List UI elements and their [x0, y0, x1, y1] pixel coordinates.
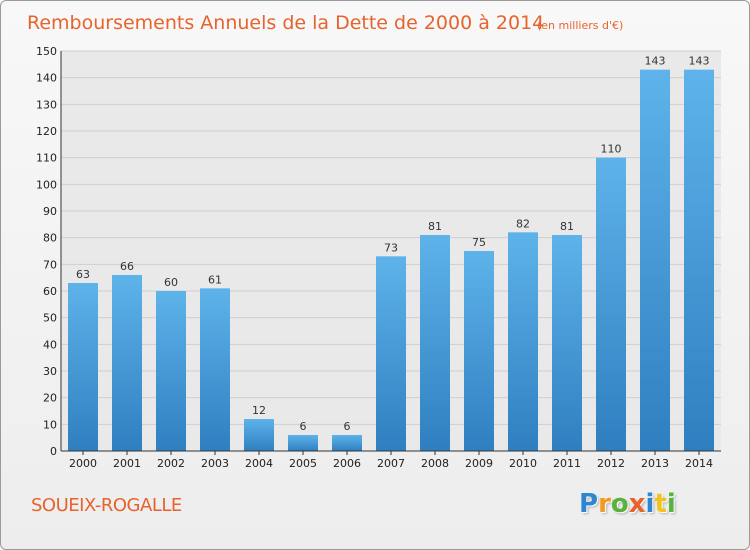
chart-subtitle: (en milliers d'€) [537, 19, 623, 32]
x-tick-label: 2010 [509, 457, 537, 470]
bar-value-label: 143 [645, 55, 666, 68]
y-tick-label: 100 [36, 178, 57, 191]
y-tick-label: 50 [43, 312, 57, 325]
bar-value-label: 82 [516, 217, 530, 230]
x-tick-label: 2002 [157, 457, 185, 470]
y-tick-label: 0 [50, 445, 57, 458]
x-tick-label: 2011 [553, 457, 581, 470]
x-tick-label: 2004 [245, 457, 273, 470]
bar [200, 288, 230, 451]
y-tick-label: 10 [43, 418, 57, 431]
x-tick-label: 2001 [113, 457, 141, 470]
x-tick-label: 2007 [377, 457, 405, 470]
bar-value-label: 63 [76, 268, 90, 281]
x-tick-label: 2006 [333, 457, 361, 470]
logo-letter: r [598, 489, 611, 519]
bar-value-label: 143 [689, 55, 710, 68]
y-tick-label: 40 [43, 338, 57, 351]
bar-value-label: 81 [560, 220, 574, 233]
logo-letter: t [654, 489, 667, 519]
bar [332, 435, 362, 451]
logo-letter: i [645, 489, 655, 519]
x-tick-label: 2000 [69, 457, 97, 470]
y-tick-label: 140 [36, 72, 57, 85]
bar-value-label: 73 [384, 241, 398, 254]
bar [156, 291, 186, 451]
x-tick-label: 2008 [421, 457, 449, 470]
bar-value-label: 6 [344, 420, 351, 433]
logo-letter: x [628, 489, 646, 519]
bar-value-label: 110 [601, 143, 622, 156]
x-tick-label: 2014 [685, 457, 713, 470]
x-tick-label: 2012 [597, 457, 625, 470]
x-tick-label: 2013 [641, 457, 669, 470]
y-tick-label: 110 [36, 152, 57, 165]
y-tick-label: 150 [36, 45, 57, 58]
logo-letter: P [579, 489, 599, 519]
bar [640, 69, 670, 452]
bar-value-label: 75 [472, 236, 486, 249]
bar [244, 419, 274, 451]
y-tick-label: 120 [36, 125, 57, 138]
commune-name: SOUEIX-ROGALLE [31, 495, 182, 516]
bar [112, 275, 142, 451]
bar-value-label: 60 [164, 276, 178, 289]
bar-value-label: 61 [208, 273, 222, 286]
bar-value-label: 66 [120, 260, 134, 273]
logo-letter: o [610, 489, 629, 519]
bar [420, 235, 450, 451]
x-tick-label: 2003 [201, 457, 229, 470]
y-tick-label: 30 [43, 365, 57, 378]
bar [464, 251, 494, 451]
y-tick-label: 130 [36, 98, 57, 111]
logo-letter: i [666, 489, 676, 519]
y-tick-label: 70 [43, 258, 57, 271]
y-tick-label: 80 [43, 232, 57, 245]
bar [288, 435, 318, 451]
bar-value-label: 12 [252, 404, 266, 417]
x-tick-label: 2005 [289, 457, 317, 470]
bar [552, 235, 582, 451]
y-tick-label: 20 [43, 392, 57, 405]
bar [684, 69, 714, 452]
y-tick-label: 60 [43, 285, 57, 298]
bar-value-label: 81 [428, 220, 442, 233]
axes: 0 10 20 30 40 50 60 70 80 90 100 110 120 130 140 150 200… [36, 45, 721, 470]
y-tick-label: 90 [43, 205, 57, 218]
bar-value-label: 6 [300, 420, 307, 433]
proxiti-logo: Proxiti [579, 489, 676, 519]
chart-title: Remboursements Annuels de la Dette de 20… [27, 12, 544, 34]
bar [376, 256, 406, 451]
x-tick-label: 2009 [465, 457, 493, 470]
bar [68, 283, 98, 451]
bar [508, 232, 538, 451]
bar [596, 157, 626, 451]
